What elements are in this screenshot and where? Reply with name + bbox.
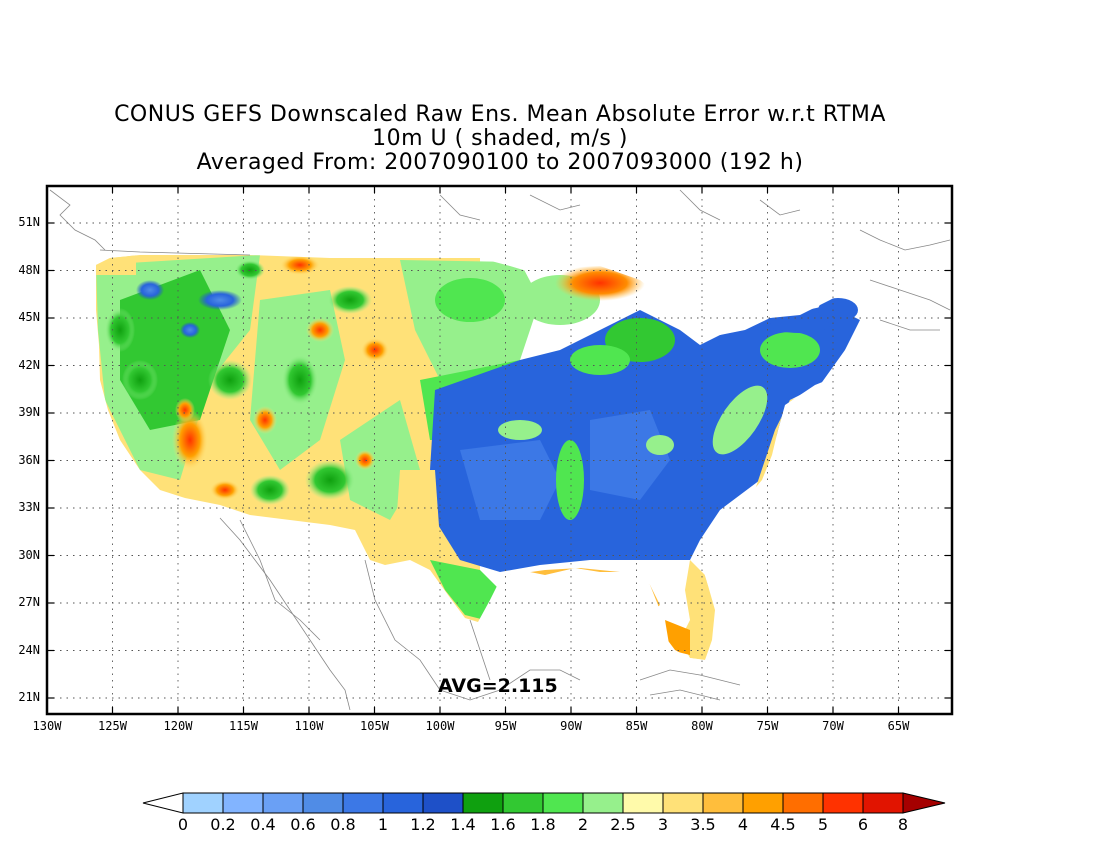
error-field [96,255,860,660]
chart-title-line-1: CONUS GEFS Downscaled Raw Ens. Mean Abso… [114,102,886,127]
colorbar-over-triangle [902,792,946,814]
colorbar-under-triangle [142,792,184,814]
colorbar-label: 3.5 [690,815,716,834]
lon-label: 100W [425,719,455,733]
colorbar-label: 6 [857,815,869,834]
colorbar [142,792,946,814]
colorbar-box [782,792,824,814]
colorbar-label: 5 [817,815,829,834]
colorbar-label: 4.5 [770,815,796,834]
lat-label: 27N [18,595,40,609]
lon-label: 75W [756,719,779,733]
colorbar-box [862,792,904,814]
lat-label: 36N [18,452,40,467]
lon-label: 130W [32,719,62,733]
colorbar-label: 1 [377,815,389,834]
map-frame [45,184,954,716]
colorbar-box [702,792,744,814]
grid-lines [47,186,952,714]
lon-label: 90W [560,719,582,733]
colorbar-box [342,792,384,814]
colorbar-box [222,792,264,814]
axis-ticks [46,186,952,714]
lon-label: 120W [163,719,193,733]
colorbar-label: 1.4 [450,815,476,834]
colorbar-label: 3 [657,815,669,834]
lon-label: 80W [691,719,713,733]
colorbar-label: 1.6 [490,815,516,834]
colorbar-label: 1.8 [530,815,556,834]
colorbar-box [742,792,784,814]
lon-label: 85W [625,719,648,733]
lon-label: 105W [360,719,389,733]
colorbar-box [382,792,424,814]
colorbar-box [822,792,864,814]
colorbar-box [462,792,504,814]
colorbar-label: 4 [737,815,749,834]
lat-label: 42N [18,357,40,372]
colorbar-label: 8 [897,815,909,834]
colorbar-box [182,792,224,814]
lon-label: 95W [494,719,517,733]
lat-label: 51N [18,215,40,229]
colorbar-label: 0.2 [210,815,236,834]
colorbar-label: 1.2 [410,815,436,834]
colorbar-label: 2 [577,815,589,834]
colorbar-label: 2.5 [610,815,636,834]
colorbar-label: 0 [177,815,189,834]
lon-label: 110W [294,719,324,733]
lon-label: 65W [887,719,910,733]
colorbar-box [622,792,664,814]
colorbar-box [502,792,544,814]
lon-label: 70W [822,719,844,733]
lat-label: 33N [18,500,40,514]
colorbar-label: 0.8 [330,815,356,834]
colorbar-box [422,792,464,814]
coastlines [49,189,951,711]
lon-label: 115W [229,719,258,733]
lat-label: 24N [18,642,40,657]
chart-title-line-3: Averaged From: 2007090100 to 2007093000 … [196,150,804,175]
colorbar-box [542,792,584,814]
lat-label: 48N [18,262,40,277]
chart-title-line-2: 10m U ( shaded, m/s ) [372,126,628,151]
colorbar-box [302,792,344,814]
lat-label: 21N [18,690,40,704]
colorbar-box [662,792,704,814]
colorbar-box [262,792,304,814]
colorbar-label: 0.6 [290,815,316,834]
lon-label: 125W [98,719,127,733]
lat-label: 39N [18,405,40,419]
colorbar-box [582,792,624,814]
lat-label: 30N [18,547,40,562]
colorbar-label: 0.4 [250,815,276,834]
average-label: AVG=2.115 [438,675,558,697]
lat-label: 45N [18,310,40,324]
